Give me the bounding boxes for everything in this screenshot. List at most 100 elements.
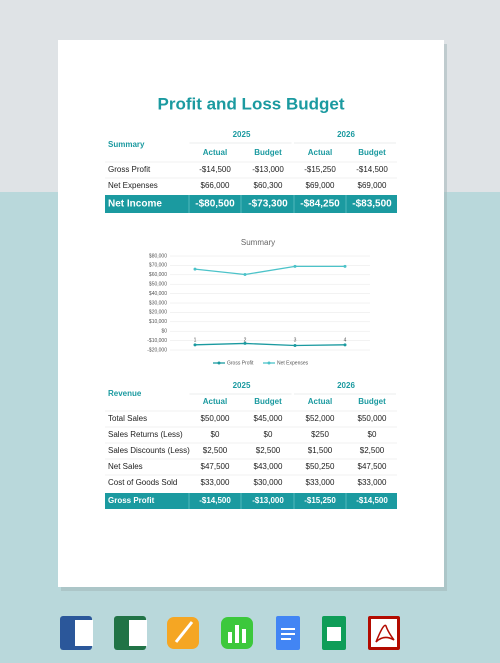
total-cell: -$80,500 xyxy=(195,199,235,210)
year-header: 2025 xyxy=(233,381,251,390)
column-header: Actual xyxy=(308,148,332,157)
row-label: Sales Discounts (Less) xyxy=(108,446,190,455)
cell: $45,000 xyxy=(254,414,283,423)
cell: $33,000 xyxy=(358,478,387,487)
acrobat-swirl xyxy=(375,624,395,643)
cell: -$14,500 xyxy=(356,165,388,174)
series-point xyxy=(193,343,197,347)
y-tick-label: $10,000 xyxy=(149,319,167,325)
total-bar xyxy=(105,493,397,509)
y-tick-label: $40,000 xyxy=(149,291,167,297)
cell: $52,000 xyxy=(306,414,335,423)
total-label: Gross Profit xyxy=(108,496,155,505)
total-cell: -$84,250 xyxy=(300,199,340,210)
y-tick-label: $80,000 xyxy=(149,253,167,259)
y-tick-label: $30,000 xyxy=(149,300,167,306)
y-tick-label: $0 xyxy=(161,329,167,335)
total-cell: -$13,000 xyxy=(252,496,284,505)
docs-line xyxy=(281,628,295,630)
series-line xyxy=(194,342,346,347)
cell: $69,000 xyxy=(306,181,335,190)
column-header: Actual xyxy=(203,397,227,406)
year-header: 2025 xyxy=(233,130,251,139)
cell: -$14,500 xyxy=(199,165,231,174)
x-tick-label: 2 xyxy=(244,338,247,344)
x-tick-label: 1 xyxy=(194,338,197,344)
series-point xyxy=(243,273,247,277)
chart-title: Summary xyxy=(241,238,275,247)
y-tick-label: -$10,000 xyxy=(147,338,167,344)
cell: $2,500 xyxy=(256,446,281,455)
sheets-grid xyxy=(327,627,341,641)
cell: $50,000 xyxy=(358,414,387,423)
x-tick-label: 4 xyxy=(344,338,347,344)
cell: $33,000 xyxy=(306,478,335,487)
row-label: Sales Returns (Less) xyxy=(108,430,183,439)
cell: $30,000 xyxy=(254,478,283,487)
y-tick-label: $70,000 xyxy=(149,263,167,269)
y-tick-label: $60,000 xyxy=(149,272,167,278)
column-header: Budget xyxy=(254,148,282,157)
cell: $0 xyxy=(211,430,220,439)
cell: $50,250 xyxy=(306,462,335,471)
cell: $0 xyxy=(368,430,377,439)
row-label: Cost of Goods Sold xyxy=(108,478,177,487)
series-point xyxy=(343,343,347,347)
total-cell: -$15,250 xyxy=(304,496,336,505)
column-header: Actual xyxy=(203,148,227,157)
cell: $66,000 xyxy=(201,181,230,190)
app-icons xyxy=(60,616,400,650)
total-cell: -$14,500 xyxy=(199,496,231,505)
cell: $33,000 xyxy=(201,478,230,487)
cell: $2,500 xyxy=(360,446,385,455)
numbers-bar xyxy=(242,629,246,643)
series-point xyxy=(293,264,297,268)
column-header: Actual xyxy=(308,397,332,406)
docs-line xyxy=(281,633,295,635)
series-point xyxy=(293,344,297,348)
row-label: Net Sales xyxy=(108,462,143,471)
table-heading: Revenue xyxy=(108,389,142,398)
cell: $0 xyxy=(264,430,273,439)
pages-pen xyxy=(174,621,194,643)
word-page xyxy=(75,620,93,646)
acrobat-page xyxy=(371,619,397,647)
column-header: Budget xyxy=(254,397,282,406)
year-header: 2026 xyxy=(337,381,355,390)
series-line xyxy=(194,265,345,276)
excel-page xyxy=(129,620,147,646)
docs-line xyxy=(281,638,291,640)
column-header: Budget xyxy=(358,148,386,157)
legend-label: Gross Profit xyxy=(227,360,254,366)
series-point xyxy=(343,264,347,268)
cell: $60,300 xyxy=(254,181,283,190)
legend-label: Net Expenses xyxy=(277,360,309,366)
total-cell: -$83,500 xyxy=(352,199,392,210)
year-header: 2026 xyxy=(337,130,355,139)
table-heading: Summary xyxy=(108,140,145,149)
cell: $47,500 xyxy=(201,462,230,471)
y-tick-label: $20,000 xyxy=(149,310,167,316)
cell: $250 xyxy=(311,430,329,439)
cell: -$15,250 xyxy=(304,165,336,174)
series-point xyxy=(193,267,197,271)
legend-dot xyxy=(267,361,271,365)
y-tick-label: $50,000 xyxy=(149,282,167,288)
row-label: Total Sales xyxy=(108,414,147,423)
total-bar xyxy=(105,195,397,213)
row-label: Net Expenses xyxy=(108,181,158,190)
legend-dot xyxy=(217,361,221,365)
x-tick-label: 3 xyxy=(294,338,297,344)
cell: $1,500 xyxy=(308,446,333,455)
cell: $69,000 xyxy=(358,181,387,190)
doc-title: Profit and Loss Budget xyxy=(158,94,345,113)
total-cell: -$73,300 xyxy=(248,199,288,210)
cell: $50,000 xyxy=(201,414,230,423)
numbers-bar xyxy=(235,625,239,643)
numbers-bar xyxy=(228,632,232,643)
series-point xyxy=(243,341,247,345)
y-tick-label: -$20,000 xyxy=(147,347,167,353)
row-label: Gross Profit xyxy=(108,165,151,174)
